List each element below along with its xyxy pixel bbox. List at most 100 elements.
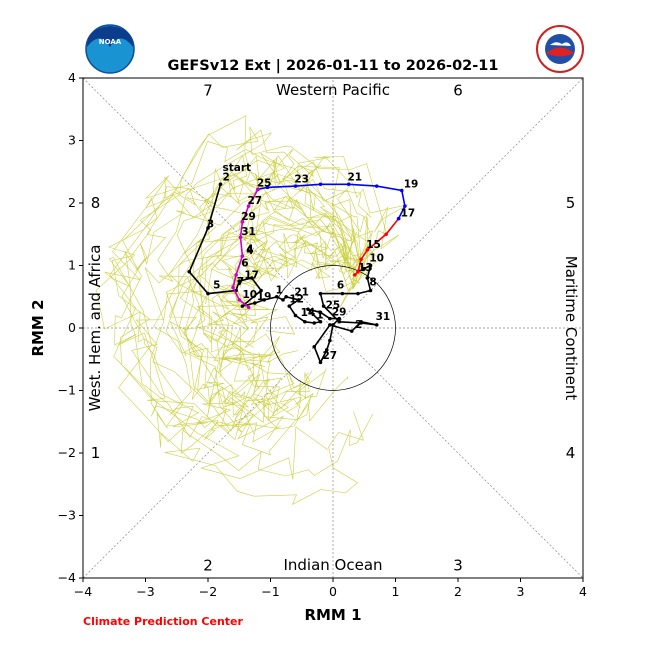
region-indian-ocean: Indian Ocean	[283, 556, 382, 574]
ensemble-member-line	[211, 228, 367, 398]
observed-point	[206, 291, 210, 296]
forecast-point	[399, 188, 404, 193]
observed-point	[306, 307, 310, 312]
point-label: 6	[241, 258, 248, 270]
phase-label: 8	[91, 194, 101, 212]
phase-label: 1	[91, 444, 101, 462]
observed-point	[240, 304, 245, 308]
x-tick-label: 4	[579, 584, 587, 599]
x-tick-label: 2	[454, 584, 462, 599]
y-tick-label: 3	[68, 133, 76, 148]
observed-point	[374, 323, 379, 327]
observed-point	[349, 329, 354, 333]
ensemble-member-line	[165, 195, 360, 418]
observed-track	[187, 182, 379, 365]
noaa-logo: NOAA	[85, 24, 135, 74]
point-label: 27	[248, 195, 263, 207]
point-label: 21	[294, 286, 309, 298]
phase-label: 6	[453, 82, 463, 100]
point-label: 15	[366, 239, 381, 251]
observed-point	[206, 226, 210, 230]
point-label: 7	[237, 276, 244, 288]
ensemble-member-line	[211, 156, 409, 348]
point-label: 1	[316, 310, 323, 322]
point-label: 25	[326, 300, 341, 312]
forecast-point	[384, 232, 388, 237]
point-label: 6	[337, 280, 344, 292]
observed-point	[340, 291, 345, 296]
x-tick-label: 3	[517, 584, 525, 599]
point-label: 2	[355, 319, 362, 331]
region-maritime-continent: Maritime Continent	[562, 256, 580, 401]
forecast-point	[359, 257, 363, 262]
forecast-point	[234, 273, 238, 277]
point-label: 31	[376, 311, 391, 323]
observed-point	[321, 304, 326, 308]
region-west-hem-africa: West. Hem. and Africa	[86, 245, 104, 412]
x-tick-label: 0	[329, 584, 337, 599]
y-tick-label: 1	[68, 258, 76, 273]
ensemble-member-line	[196, 242, 359, 402]
point-label: 8	[369, 276, 376, 288]
point-label: 17	[244, 270, 259, 282]
ensemble-member-line	[153, 217, 374, 477]
point-label: 5	[213, 280, 220, 292]
phase-label: 5	[566, 194, 576, 212]
point-label: 12	[289, 293, 304, 305]
point-label: 13	[358, 262, 373, 274]
point-label: 21	[348, 171, 363, 183]
forecast-point	[318, 182, 323, 187]
forecast-mean-track	[231, 182, 407, 310]
observed-point	[328, 338, 332, 343]
observed-point	[337, 316, 342, 321]
y-tick-label: 4	[68, 70, 76, 85]
observed-point	[368, 263, 373, 268]
ensemble-member-line	[114, 152, 374, 456]
ensemble-member-line	[168, 169, 371, 390]
x-tick-label: −4	[74, 584, 92, 599]
observed-point	[262, 298, 267, 302]
point-label: 2	[223, 171, 230, 183]
point-label: 17	[401, 208, 416, 220]
y-tick-label: −2	[58, 445, 76, 460]
observed-point	[318, 310, 323, 315]
ensemble-member-line	[149, 215, 364, 505]
forecast-point	[238, 235, 243, 240]
observed-point	[362, 266, 367, 271]
point-label: 3	[207, 218, 214, 230]
ensemble-members	[96, 115, 409, 505]
observed-point	[368, 288, 373, 293]
observed-point	[331, 323, 335, 327]
point-label: 31	[241, 226, 256, 238]
y-tick-label: 2	[68, 195, 76, 210]
nws-logo	[536, 25, 584, 73]
chart-title: GEFSv12 Ext | 2026-01-11 to 2026-02-11	[168, 58, 499, 74]
observed-point	[328, 323, 332, 327]
x-tick-label: −3	[136, 584, 154, 599]
ensemble-member-line	[157, 129, 382, 378]
forecast-point	[346, 182, 351, 187]
credit-text: Climate Prediction Center	[83, 615, 243, 628]
region-western-pacific: Western Pacific	[276, 81, 390, 99]
forecast-point	[265, 185, 270, 190]
point-label: 19	[257, 291, 272, 303]
point-label: 10	[369, 253, 384, 265]
point-label: 27	[323, 350, 338, 362]
point-label: 19	[404, 178, 419, 190]
ensemble-member-line	[108, 171, 363, 454]
plot-frame	[82, 77, 584, 579]
observed-point	[284, 294, 288, 299]
point-label: 10	[243, 289, 258, 301]
y-tick-label: −1	[58, 383, 76, 398]
observed-point	[249, 276, 254, 280]
observed-point	[259, 288, 263, 293]
point-label: 29	[332, 306, 347, 318]
phase-label: 3	[453, 557, 463, 575]
observed-point	[281, 298, 285, 302]
forecast-point	[240, 254, 245, 258]
point-label: 23	[294, 173, 309, 185]
